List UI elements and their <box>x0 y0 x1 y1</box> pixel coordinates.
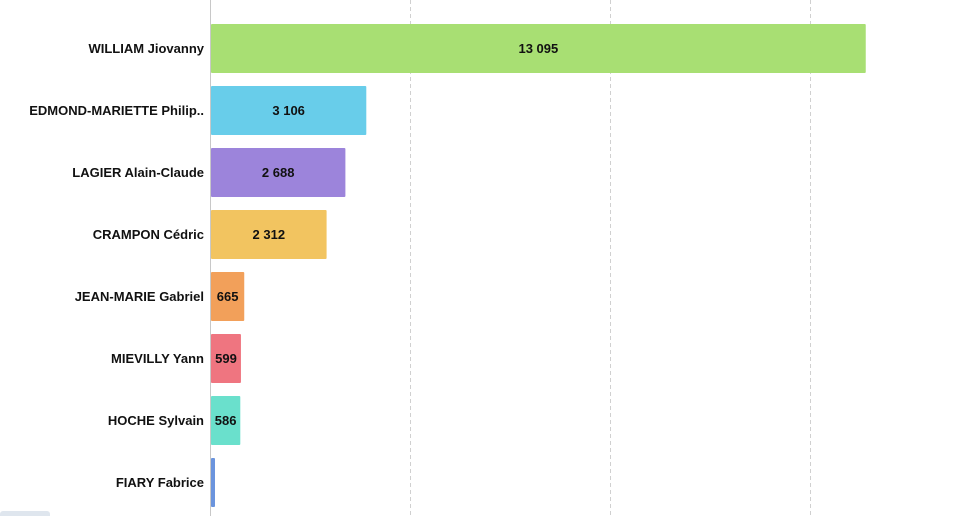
category-labels: WILLIAM Jiovanny EDMOND-MARIETTE Philip..… <box>29 41 205 490</box>
bar-7[interactable] <box>211 458 215 507</box>
grid-lines <box>410 0 811 516</box>
bar-3[interactable] <box>211 210 327 259</box>
category-label-5: MIEVILLY Yann <box>111 351 204 366</box>
value-label-3: 2 312 <box>253 227 286 242</box>
bar-4[interactable] <box>211 272 245 321</box>
value-label-0: 13 095 <box>518 41 558 56</box>
bars <box>211 24 866 507</box>
category-label-7: FIARY Fabrice <box>116 475 204 490</box>
category-label-1: EDMOND-MARIETTE Philip.. <box>29 103 204 118</box>
category-label-3: CRAMPON Cédric <box>93 227 204 242</box>
bar-1[interactable] <box>211 86 367 135</box>
category-label-6: HOCHE Sylvain <box>108 413 204 428</box>
value-label-4: 665 <box>217 289 239 304</box>
value-label-1: 3 106 <box>272 103 305 118</box>
bar-5[interactable] <box>211 334 241 383</box>
value-label-2: 2 688 <box>262 165 295 180</box>
bar-6[interactable] <box>211 396 241 445</box>
category-label-2: LAGIER Alain-Claude <box>72 165 204 180</box>
value-label-6: 586 <box>215 413 237 428</box>
category-label-0: WILLIAM Jiovanny <box>88 41 204 56</box>
value-label-5: 599 <box>215 351 237 366</box>
category-label-4: JEAN-MARIE Gabriel <box>75 289 204 304</box>
bar-2[interactable] <box>211 148 346 197</box>
value-labels: 13 095 3 106 2 688 2 312 665 599 586 <box>215 41 558 428</box>
scrollbar-hint[interactable] <box>0 511 50 516</box>
bar-0[interactable] <box>211 24 866 73</box>
